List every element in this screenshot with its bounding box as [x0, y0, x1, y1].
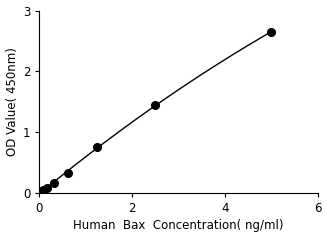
Point	[95, 145, 100, 149]
Point	[269, 30, 274, 34]
Point	[51, 181, 56, 185]
Point	[44, 186, 49, 190]
Point	[40, 188, 45, 192]
Point	[37, 190, 42, 194]
X-axis label: Human  Bax  Concentration( ng/ml): Human Bax Concentration( ng/ml)	[73, 219, 284, 233]
Point	[66, 171, 71, 175]
Y-axis label: OD Value( 450nm): OD Value( 450nm)	[6, 47, 19, 156]
Point	[153, 103, 158, 107]
